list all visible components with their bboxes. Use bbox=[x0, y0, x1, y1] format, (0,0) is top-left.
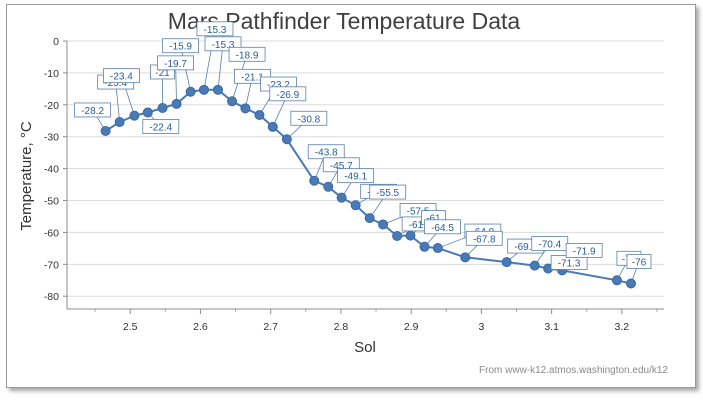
data-label: -15.3 bbox=[212, 40, 235, 51]
data-label: -21 bbox=[155, 68, 170, 79]
data-point bbox=[364, 213, 375, 224]
data-label: -15.3 bbox=[204, 25, 227, 36]
data-label-box bbox=[290, 110, 328, 126]
data-point bbox=[501, 257, 512, 268]
y-axis-title: Temperature, °C bbox=[18, 121, 35, 231]
data-point bbox=[129, 110, 140, 121]
data-label: -61.1 bbox=[409, 220, 432, 231]
data-label: -21.1 bbox=[241, 72, 264, 83]
data-label-box bbox=[228, 46, 266, 62]
data-label: -15.9 bbox=[169, 42, 192, 53]
data-labels: -28.2-25.4-23.4-22.4-21-19.7-15.9-15.3-1… bbox=[74, 21, 652, 270]
x-tick-label: 2.9 bbox=[404, 321, 419, 333]
data-label: -67.8 bbox=[473, 234, 496, 245]
data-label: -23.2 bbox=[267, 80, 290, 91]
y-tick-label: -20 bbox=[44, 100, 59, 112]
axes bbox=[63, 40, 664, 314]
data-label-box bbox=[369, 184, 407, 200]
data-label: -49.1 bbox=[344, 172, 367, 183]
y-tick-label: 0 bbox=[53, 36, 59, 48]
y-tick-label: -50 bbox=[44, 196, 59, 208]
y-tick-label: -30 bbox=[44, 132, 59, 144]
data-label: -43.8 bbox=[315, 148, 338, 159]
x-tick-label: 2.5 bbox=[123, 321, 138, 333]
data-label: -28.2 bbox=[81, 106, 104, 117]
data-label-box bbox=[626, 254, 652, 269]
data-point bbox=[100, 125, 111, 136]
data-point bbox=[213, 84, 224, 95]
data-point bbox=[254, 110, 265, 121]
data-point bbox=[281, 134, 292, 145]
data-point bbox=[142, 107, 153, 118]
label-leader bbox=[217, 43, 224, 90]
data-label: -26.9 bbox=[276, 90, 299, 101]
x-tick-label: 2.6 bbox=[193, 321, 208, 333]
data-label: -22.4 bbox=[149, 122, 172, 133]
data-points bbox=[100, 84, 636, 289]
data-label: -61 bbox=[426, 214, 441, 225]
data-point bbox=[350, 200, 361, 211]
data-point bbox=[240, 103, 251, 114]
y-tick-label: -70 bbox=[44, 259, 59, 271]
data-label-box bbox=[103, 68, 140, 84]
data-label: -45.7 bbox=[330, 161, 353, 172]
data-point bbox=[611, 275, 622, 286]
data-point bbox=[157, 103, 168, 113]
x-axis-title: Sol bbox=[354, 339, 376, 356]
data-point bbox=[378, 219, 389, 230]
tick-labels: 0 -10 -20 -30 -40 -50 -60 -70 -80 2.5 2.6 2.7 2.8 2.9… bbox=[44, 36, 629, 333]
data-label-box bbox=[424, 219, 461, 235]
data-label: -70.4 bbox=[538, 240, 561, 251]
data-label: -55.5 bbox=[376, 188, 399, 199]
data-point bbox=[432, 243, 443, 254]
data-label-box bbox=[269, 86, 307, 102]
x-tick-label: 3 bbox=[478, 321, 484, 333]
data-label: -18.9 bbox=[236, 50, 259, 61]
data-point bbox=[309, 175, 320, 186]
data-point bbox=[323, 181, 334, 192]
data-label-box bbox=[337, 168, 375, 184]
y-tick-label: -60 bbox=[44, 227, 59, 239]
data-point bbox=[227, 96, 238, 107]
x-tick-label: 2.7 bbox=[263, 321, 278, 333]
data-label-box bbox=[142, 119, 180, 134]
y-tick-label: -40 bbox=[44, 164, 59, 176]
x-tick-label: 3.2 bbox=[615, 321, 630, 333]
data-label: -71.3 bbox=[558, 258, 581, 269]
data-point bbox=[405, 230, 416, 241]
y-tick-label: -80 bbox=[44, 291, 59, 303]
data-label-box bbox=[465, 230, 503, 246]
data-label-box bbox=[565, 242, 603, 258]
data-point bbox=[529, 260, 540, 271]
source-note: From www-k12.atmos.washington.edu/k12 bbox=[479, 365, 668, 376]
data-point bbox=[171, 98, 182, 109]
data-label: -23.4 bbox=[110, 72, 133, 83]
data-label-box bbox=[157, 55, 194, 71]
data-label: -76 bbox=[632, 257, 647, 268]
data-label: -71.9 bbox=[573, 246, 596, 257]
chart-frame bbox=[6, 4, 696, 388]
y-tick-label: -10 bbox=[44, 68, 59, 80]
data-point bbox=[392, 230, 403, 241]
x-tick-label: 3.1 bbox=[544, 321, 559, 333]
data-point bbox=[267, 121, 278, 132]
x-tick-label: 2.8 bbox=[334, 321, 349, 333]
data-label-box bbox=[74, 102, 112, 118]
data-label: -57.5 bbox=[407, 206, 430, 217]
data-label-box bbox=[196, 21, 234, 37]
data-label: -30.8 bbox=[297, 114, 320, 125]
data-point bbox=[625, 278, 636, 289]
data-point bbox=[185, 86, 196, 97]
data-label: -25.4 bbox=[104, 78, 127, 89]
data-label: -64.5 bbox=[431, 223, 454, 234]
data-point bbox=[419, 241, 430, 252]
data-point bbox=[336, 192, 347, 203]
data-label-box bbox=[162, 38, 200, 54]
data-point bbox=[198, 84, 209, 95]
data-label: -19.7 bbox=[164, 59, 187, 70]
data-point bbox=[114, 117, 125, 128]
data-label: -69.3 bbox=[514, 242, 537, 253]
data-point bbox=[460, 252, 471, 263]
